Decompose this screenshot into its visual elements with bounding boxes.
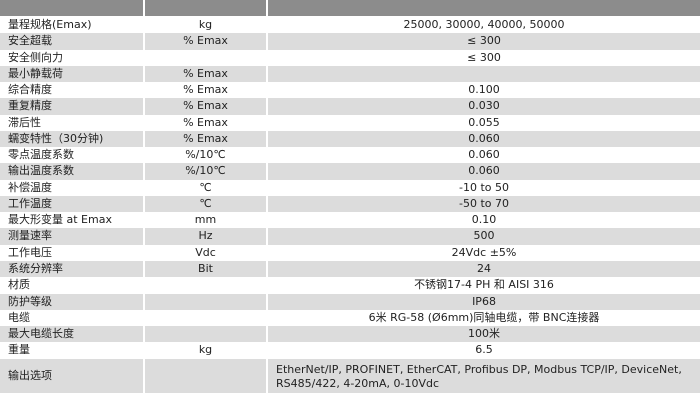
param-cell: 安全侧向力 [8,50,63,64]
unit-cell [145,277,266,293]
table-row: 补偿温度 ℃ -10 to 50 [0,180,700,196]
value-cell: 不锈钢17-4 PH 和 AISI 316 [414,278,554,292]
param-cell: 蠕变特性（30分钟) [0,130,143,148]
param-cell: 输出温度系数 [0,163,143,180]
table-row: 最大电缆长度 100米 [0,326,700,343]
value-cell: 6.5 [475,343,493,357]
param-cell: 最大电缆长度 [0,326,143,343]
param-cell: 材质 [8,278,30,292]
param-cell: 防护等级 [0,293,143,310]
table-row: 系统分辨率 Bit 24 [0,260,700,278]
param-cell: 最小静载荷 [0,65,143,83]
value-cell: 0.055 [468,115,500,129]
value-cell: 0.030 [268,98,700,115]
param-cell: 重复精度 [0,98,143,115]
param-cell: 系统分辨率 [0,260,143,278]
value-cell: 100米 [268,326,700,343]
value-cell: 0.060 [468,148,500,162]
unit-cell: Bit [145,260,266,278]
param-cell: 零点温度系数 [8,148,74,162]
value-cell: EtherNet/IP, PROFINET, EtherCAT, Profibu… [268,358,700,393]
unit-cell: Hz [145,228,266,245]
unit-cell: %/10℃ [185,148,226,162]
value-cell [268,65,700,83]
unit-cell: % Emax [145,98,266,115]
table-row: 重量 kg 6.5 [0,342,700,358]
param-cell: 安全超载 [0,33,143,50]
param-cell: 工作电压 [8,245,52,259]
value-cell: 0.10 [471,213,497,227]
unit-cell [145,326,266,343]
param-cell: 测量速率 [0,228,143,245]
param-cell: 综合精度 [8,83,52,97]
value-cell: IP68 [268,293,700,310]
value-cell: 24Vdc ±5% [451,245,517,259]
unit-cell: % Emax [145,130,266,148]
unit-cell: mm [194,213,217,227]
table-row: 材质 不锈钢17-4 PH 和 AISI 316 [0,277,700,293]
unit-cell: % Emax [183,115,228,129]
table-row: 零点温度系数 %/10℃ 0.060 [0,147,700,163]
table-row: 蠕变特性（30分钟)% Emax 0.060 [0,130,700,148]
param-cell: 输出选项 [0,358,143,393]
table-row: 滞后性 % Emax 0.055 [0,115,700,131]
unit-cell: kg [198,18,213,31]
value-cell: -50 to 70 [268,195,700,213]
unit-cell [145,358,266,393]
table-row: 电缆 6米 RG-58 (Ø6mm)同轴电缆，带 BNC连接器 [0,310,700,326]
param-cell: 滞后性 [8,115,41,129]
unit-cell: kg [198,343,213,357]
value-cell: 25000, 30000, 40000, 50000 [403,18,565,31]
table-row: 最大形变量 at Emax mm 0.10 [0,212,700,228]
table-header [0,0,700,17]
unit-cell: % Emax [183,83,228,97]
value-cell: 0.100 [468,83,500,97]
unit-cell [145,293,266,310]
table-row: 输出温度系数 %/10℃ 0.060 [0,163,700,180]
value-cell: 0.060 [268,130,700,148]
header-cell-value [268,0,700,16]
param-cell: 量程规格(Emax) [8,18,92,31]
unit-cell: Vdc [195,245,216,259]
param-cell: 电缆 [8,310,30,324]
value-cell: 24 [268,260,700,278]
table-row: 综合精度 % Emax 0.100 [0,82,700,98]
table-row: 安全超载% Emax ≤ 300 [0,33,700,50]
value-cell: ≤ 300 [467,50,501,64]
unit-cell: ℃ [145,195,266,213]
value-cell: 6米 RG-58 (Ø6mm)同轴电缆，带 BNC连接器 [368,310,600,324]
header-cell-unit [145,0,266,16]
table-row: 安全侧向力 ≤ 300 [0,50,700,66]
table-row: 工作电压 Vdc 24Vdc ±5% [0,245,700,261]
param-cell: 重量 [8,343,30,357]
table-row: 测量速率 Hz 500 [0,228,700,245]
table-row: 防护等级 IP68 [0,293,700,310]
spec-table: 量程规格(Emax) kg 25000, 30000, 40000, 50000 安全… [0,0,700,393]
param-cell: 工作温度 [0,195,143,213]
param-cell: 补偿温度 [8,180,52,194]
unit-cell: % Emax [145,33,266,50]
header-cell-param [0,0,143,16]
unit-cell: %/10℃ [145,163,266,180]
table-row: 最小静载荷% Emax [0,65,700,83]
value-cell: 0.060 [268,163,700,180]
unit-cell: ℃ [199,180,212,194]
param-cell: 最大形变量 at Emax [8,213,112,227]
table-row: 工作温度 ℃ -50 to 70 [0,195,700,213]
unit-cell: % Emax [145,65,266,83]
value-cell: -10 to 50 [459,180,509,194]
unit-cell [145,310,266,326]
value-cell: ≤ 300 [268,33,700,50]
table-row: 重复精度% Emax 0.030 [0,98,700,115]
value-cell: 500 [268,228,700,245]
table-row: 输出选项 EtherNet/IP, PROFINET, EtherCAT, Pro… [0,358,700,393]
unit-cell [145,50,266,66]
table-row: 量程规格(Emax) kg 25000, 30000, 40000, 50000 [0,17,700,33]
